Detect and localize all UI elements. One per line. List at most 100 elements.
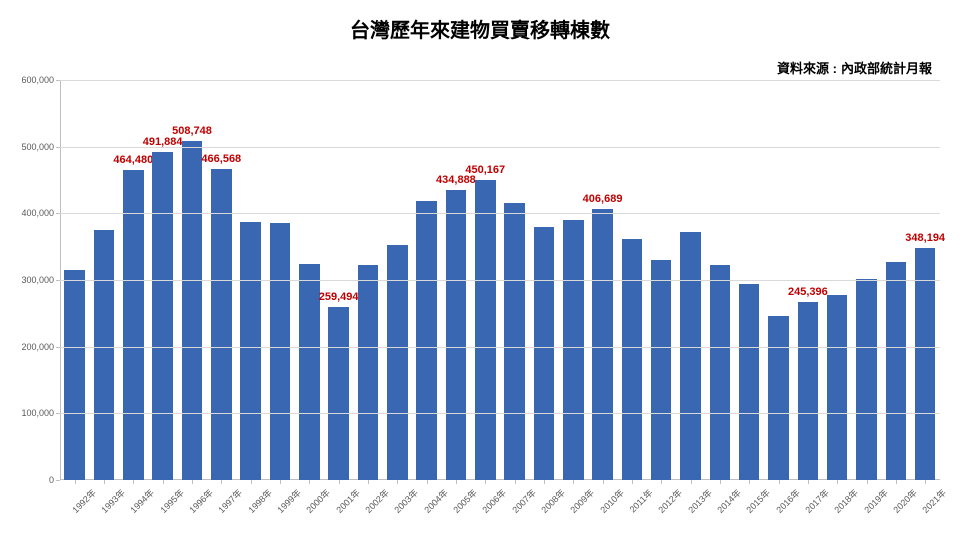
bar-slot	[353, 265, 382, 480]
x-tick-mark	[573, 480, 574, 484]
x-label-slot: 2005年	[441, 480, 470, 530]
bar-slot	[647, 260, 676, 480]
x-label-slot: 2013年	[676, 480, 705, 530]
x-label-slot: 2000年	[295, 480, 324, 530]
bar-slot	[764, 316, 793, 480]
y-tick-label: 400,000	[21, 208, 60, 218]
bar	[270, 223, 291, 480]
bar	[768, 316, 789, 480]
x-label-slot: 2010年	[588, 480, 617, 530]
x-tick-mark	[515, 480, 516, 484]
x-tick-mark	[456, 480, 457, 484]
x-label-slot: 2007年	[500, 480, 529, 530]
bar-slot	[676, 232, 705, 480]
x-tick-mark	[544, 480, 545, 484]
bar-slot	[705, 265, 734, 480]
x-tick-mark	[896, 480, 897, 484]
x-tick-mark	[192, 480, 193, 484]
x-label-slot: 2012年	[647, 480, 676, 530]
bar-slot: 406,689	[588, 209, 617, 480]
source-text: 內政部統計月報	[841, 58, 932, 77]
bar	[182, 141, 203, 480]
x-label-slot: 1994年	[119, 480, 148, 530]
bar-slot: 491,884	[148, 152, 177, 480]
x-tick-mark	[163, 480, 164, 484]
y-tick-label: 0	[49, 475, 60, 485]
bar	[152, 152, 173, 480]
x-tick-mark	[867, 480, 868, 484]
bar-slot: 466,568	[207, 169, 236, 480]
bar-slot: 245,396	[793, 302, 822, 480]
x-tick-mark	[368, 480, 369, 484]
x-tick-mark	[104, 480, 105, 484]
bar-slot: 464,480	[119, 170, 148, 480]
bar-slot	[500, 203, 529, 480]
x-label-slot: 2002年	[353, 480, 382, 530]
x-label-slot: 1995年	[148, 480, 177, 530]
bar	[827, 295, 848, 480]
bar-slot	[852, 279, 881, 480]
bar	[710, 265, 731, 480]
x-label-slot: 2003年	[383, 480, 412, 530]
x-tick-mark	[309, 480, 310, 484]
x-tick-mark	[808, 480, 809, 484]
grid-line	[60, 147, 940, 148]
x-tick-mark	[339, 480, 340, 484]
bar	[416, 201, 437, 480]
bar	[798, 302, 819, 480]
chart-container: 台灣歷年來建物買賣移轉棟數 資料來源 : 內政部統計月報 464,480491,…	[0, 0, 960, 540]
bar-slot: 259,494	[324, 307, 353, 480]
y-tick-label: 300,000	[21, 275, 60, 285]
bar-slot	[89, 230, 118, 480]
x-label-slot: 1997年	[207, 480, 236, 530]
x-label-slot: 2006年	[471, 480, 500, 530]
bar	[328, 307, 349, 480]
bar-data-label: 466,568	[201, 153, 241, 165]
bar	[856, 279, 877, 480]
x-label-slot: 1996年	[177, 480, 206, 530]
bar-slot: 450,167	[471, 180, 500, 480]
bar-slot	[881, 262, 910, 480]
bar	[358, 265, 379, 480]
bar	[651, 260, 672, 480]
bar-slot: 434,888	[441, 190, 470, 480]
y-tick-label: 500,000	[21, 142, 60, 152]
grid-line	[60, 280, 940, 281]
x-label-slot: 2016年	[764, 480, 793, 530]
x-label-slot: 1998年	[236, 480, 265, 530]
x-tick-mark	[280, 480, 281, 484]
bar	[94, 230, 115, 480]
x-tick-mark	[133, 480, 134, 484]
x-tick-mark	[749, 480, 750, 484]
bar	[592, 209, 613, 480]
x-label-slot: 2017年	[793, 480, 822, 530]
bar-slot	[236, 222, 265, 480]
x-tick-label: 2021年	[919, 486, 949, 516]
x-tick-mark	[779, 480, 780, 484]
grid-line	[60, 347, 940, 348]
x-tick-mark	[251, 480, 252, 484]
bar-slot	[529, 227, 558, 480]
bar-data-label: 450,167	[465, 164, 505, 176]
bar	[475, 180, 496, 480]
bar	[446, 190, 467, 480]
bar	[534, 227, 555, 480]
bar-slot	[265, 223, 294, 480]
x-tick-mark	[75, 480, 76, 484]
plot-area: 464,480491,884508,748466,568259,494434,8…	[60, 80, 940, 480]
bar	[504, 203, 525, 480]
grid-line	[60, 213, 940, 214]
x-label-slot: 1999年	[265, 480, 294, 530]
bar	[680, 232, 701, 480]
bar	[739, 284, 760, 480]
x-tick-mark	[632, 480, 633, 484]
bar-slot	[735, 284, 764, 480]
bar	[240, 222, 261, 480]
x-tick-mark	[485, 480, 486, 484]
bar-slot	[60, 270, 89, 480]
x-label-slot: 2020年	[881, 480, 910, 530]
bar-slot	[617, 239, 646, 480]
chart-source: 資料來源 : 內政部統計月報	[777, 58, 932, 77]
x-label-slot: 2004年	[412, 480, 441, 530]
x-label-slot: 2001年	[324, 480, 353, 530]
